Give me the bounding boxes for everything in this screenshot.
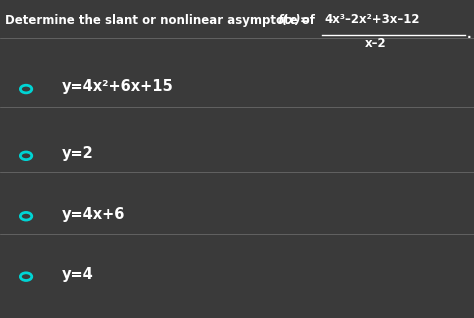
Text: .: .	[467, 29, 472, 41]
Text: x–2: x–2	[365, 37, 387, 50]
Text: f(x): f(x)	[277, 14, 301, 27]
Text: y=2: y=2	[62, 146, 93, 161]
Text: 4x³–2x²+3x–12: 4x³–2x²+3x–12	[325, 13, 420, 26]
Text: =: =	[300, 14, 310, 27]
Text: y=4x²+6x+15: y=4x²+6x+15	[62, 80, 173, 94]
Text: Determine the slant or nonlinear asymptote of: Determine the slant or nonlinear asympto…	[5, 14, 319, 27]
Text: y=4: y=4	[62, 267, 93, 282]
Text: y=4x+6: y=4x+6	[62, 207, 125, 222]
